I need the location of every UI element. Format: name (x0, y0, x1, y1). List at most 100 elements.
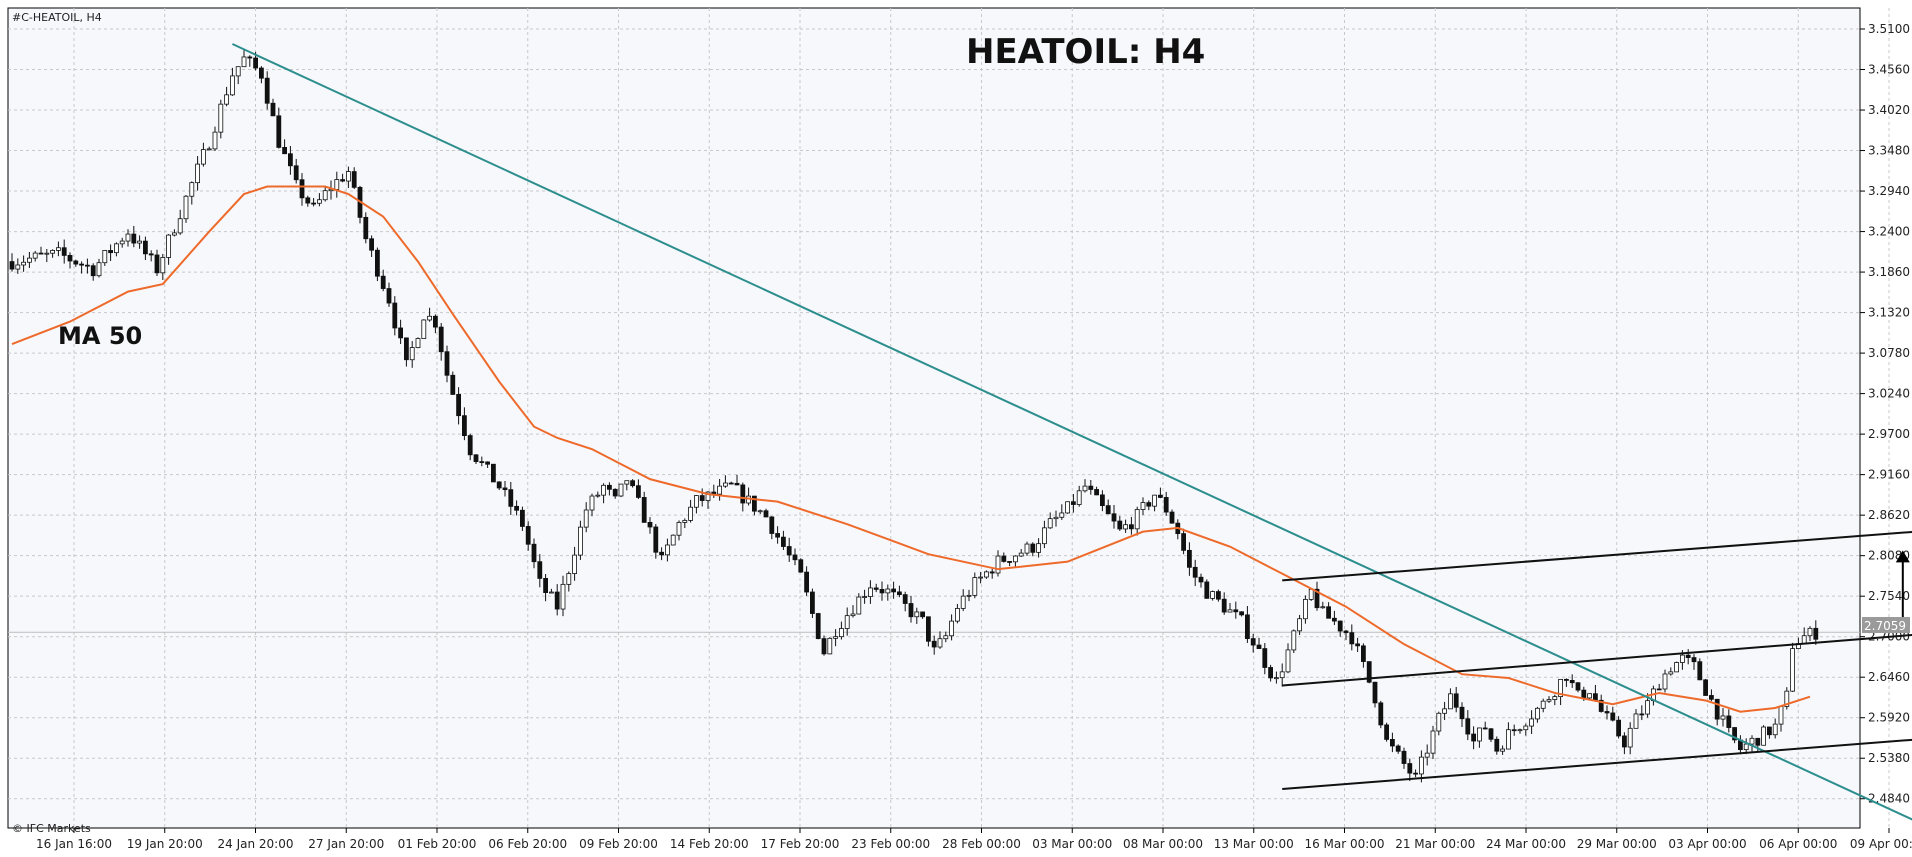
candle-body (131, 233, 137, 244)
y-tick-label: 2.9700 (1868, 427, 1910, 441)
candle-body (1459, 706, 1465, 720)
candle-body (1042, 527, 1047, 545)
candle-body (1001, 555, 1007, 562)
candle-body (1123, 524, 1128, 530)
candle-body (508, 489, 514, 507)
candle-body (1146, 502, 1152, 507)
candle-body (171, 232, 177, 236)
candle-body (1807, 627, 1813, 637)
candle-body (1018, 552, 1024, 557)
candle-body (345, 171, 351, 182)
candle-body (1482, 727, 1488, 730)
candle-body (636, 485, 641, 498)
candle-body (1598, 699, 1604, 712)
candle-body (85, 264, 90, 267)
candle-body (1111, 513, 1117, 522)
candle-body (1790, 648, 1795, 692)
candle-body (1129, 524, 1134, 530)
candle-body (856, 596, 862, 615)
candle-body (1517, 729, 1523, 732)
candle-body (1384, 724, 1389, 740)
candle-body (148, 253, 154, 256)
x-tick-label: 03 Apr 00:00 (1668, 837, 1746, 851)
x-tick-label: 14 Feb 20:00 (670, 837, 749, 851)
x-tick-label: 01 Feb 20:00 (398, 837, 477, 851)
candle-body (665, 544, 670, 556)
candle-body (1639, 713, 1645, 716)
candle-body (1332, 617, 1337, 622)
symbol-label: #C-HEATOIL, H4 (12, 11, 102, 24)
candle-body (1813, 627, 1819, 640)
candle-body (61, 247, 67, 256)
candle-body (1227, 609, 1233, 613)
candle-body (1714, 698, 1720, 720)
candle-body (450, 374, 456, 395)
x-tick-label: 24 Mar 00:00 (1486, 837, 1566, 851)
candle-body (340, 179, 346, 182)
candle-body (1430, 730, 1436, 754)
candle-body (229, 75, 235, 96)
x-tick-label: 09 Apr 00:00 (1850, 837, 1912, 851)
candle-body (1407, 763, 1413, 774)
candle-body (108, 250, 113, 254)
candle-body (1413, 772, 1418, 775)
candle-body (647, 522, 653, 528)
candle-body (403, 337, 409, 361)
candle-body (827, 637, 833, 655)
candle-body (1761, 726, 1766, 746)
indicator-lines (11, 43, 1912, 821)
y-tick-label: 2.9160 (1868, 468, 1910, 482)
candle-body (537, 561, 543, 579)
candle-body (1488, 728, 1494, 740)
candle-body (1540, 700, 1546, 709)
y-tick-label: 3.0780 (1868, 346, 1910, 360)
candle-body (1239, 611, 1244, 616)
candle-body (514, 505, 519, 511)
y-tick-label: 3.2400 (1868, 225, 1910, 239)
candle-body (1216, 591, 1221, 600)
candle-body (728, 482, 734, 485)
candle-body (1181, 533, 1186, 551)
candle-body (224, 94, 230, 105)
y-tick-label: 2.5380 (1868, 751, 1910, 765)
candle-body (1262, 648, 1268, 668)
candle-body (1274, 677, 1279, 680)
candle-body (972, 577, 978, 596)
candle-body (1361, 645, 1366, 662)
candle-body (879, 589, 885, 594)
candle-body (844, 615, 850, 629)
current-price-label: 2.7059 (1864, 619, 1906, 633)
candle-body (409, 347, 415, 361)
candle-body (653, 526, 659, 553)
candle-body (1071, 501, 1076, 505)
candle-body (21, 261, 27, 266)
candle-body (815, 613, 821, 640)
downtrend-line (231, 43, 1912, 821)
candle-body (1314, 588, 1320, 609)
candle-body (833, 636, 838, 639)
candle-body (160, 257, 166, 274)
candle-body (235, 66, 241, 77)
candle-body (810, 591, 815, 614)
candle-body (496, 481, 502, 489)
candle-body (595, 494, 601, 497)
candle-body (1564, 678, 1569, 681)
candle-body (1680, 654, 1685, 663)
candle-body (1575, 682, 1581, 691)
candle-body (258, 67, 264, 79)
candle-body (44, 252, 50, 255)
ma50-line (11, 185, 1811, 713)
candle-body (1622, 735, 1627, 748)
x-tick-label: 19 Jan 20:00 (127, 837, 203, 851)
candle-body (183, 195, 189, 220)
x-tick-label: 27 Jan 20:00 (308, 837, 384, 851)
candle-body (114, 243, 119, 254)
candle-body (583, 509, 589, 528)
candle-body (734, 482, 740, 486)
candle-body (485, 461, 491, 465)
candle-body (1778, 706, 1784, 725)
candle-body (177, 218, 183, 234)
candle-body (659, 551, 664, 556)
y-tick-label: 3.1860 (1868, 265, 1910, 279)
candle-body (531, 543, 537, 563)
